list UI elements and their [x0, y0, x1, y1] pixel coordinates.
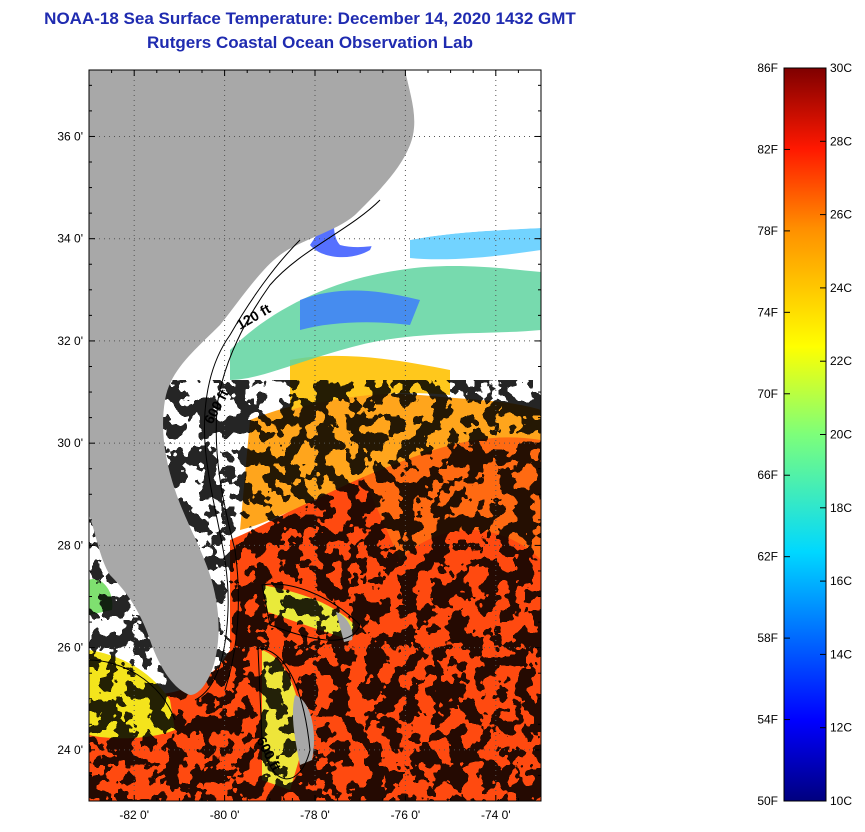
axis-ticks — [88, 70, 542, 802]
lon-tick-label: -82 0' — [119, 808, 149, 822]
colorbar-label-f: 66F — [757, 468, 778, 482]
lat-tick-label: 24 0' — [57, 743, 83, 757]
map-title: NOAA-18 Sea Surface Temperature: Decembe… — [44, 9, 576, 28]
colorbar-label-f: 54F — [757, 713, 778, 727]
colorbar-label-f: 62F — [757, 550, 778, 564]
colorbar-label-c: 26C — [830, 208, 852, 222]
colorbar-label-c: 12C — [830, 721, 852, 735]
colorbar-label-f: 58F — [757, 631, 778, 645]
lat-tick-label: 28 0' — [57, 538, 83, 552]
colorbar-label-c: 28C — [830, 134, 852, 148]
contour-line — [89, 659, 176, 721]
lat-tick-label: 34 0' — [57, 232, 83, 246]
lon-tick-label: -78 0' — [300, 808, 330, 822]
abaco-island — [336, 612, 353, 642]
cool-water-patch — [230, 266, 541, 380]
colorbar-gradient — [783, 67, 827, 802]
colorbar-label-c: 14C — [830, 647, 852, 661]
contour-line — [215, 199, 381, 691]
cold-water-patch — [300, 290, 420, 330]
lon-tick-label: -80 0' — [210, 808, 240, 822]
lat-tick-label: 30 0' — [57, 436, 83, 450]
colorbar-label-c: 30C — [830, 61, 852, 75]
colorbar-label-c: 22C — [830, 354, 852, 368]
colorbar-label-f: 70F — [757, 387, 778, 401]
land-mass-us-east-coast — [89, 70, 415, 695]
lon-tick-label: -74 0' — [481, 808, 511, 822]
colorbar-label-c: 24C — [830, 281, 852, 295]
contour-line — [261, 583, 361, 641]
lat-tick-label: 26 0' — [57, 641, 83, 655]
contour-line — [194, 239, 301, 701]
colorbar-label-f: 74F — [757, 305, 778, 319]
map-subtitle: Rutgers Coastal Ocean Observation Lab — [147, 33, 473, 52]
cool-water-patch-north — [410, 228, 541, 260]
lat-lon-grid — [89, 70, 541, 801]
colorbar-label-c: 16C — [830, 574, 852, 588]
lat-tick-label: 36 0' — [57, 129, 83, 143]
andros-island — [292, 695, 315, 765]
colorbar-label-f: 50F — [757, 794, 778, 808]
colorbar-label-f: 86F — [757, 61, 778, 75]
lat-tick-label: 32 0' — [57, 334, 83, 348]
colorbar-label-c: 18C — [830, 501, 852, 515]
lon-tick-label: -76 0' — [391, 808, 421, 822]
colorbar-label-c: 20C — [830, 428, 852, 442]
colorbar-label-c: 10C — [830, 794, 852, 808]
axis-tick-labels: 36 0' 34 0' 32 0' 30 0' 28 0' 26 0' 24 0' -82 0… — [57, 129, 510, 822]
colorbar-label-f: 78F — [757, 224, 778, 238]
colorbar-label-f: 82F — [757, 142, 778, 156]
colorbar-ticks: 86F 82F 78F 74F 70F 66F 62F 58F 54F 50F 30C 28C 26C 2… — [757, 61, 852, 808]
